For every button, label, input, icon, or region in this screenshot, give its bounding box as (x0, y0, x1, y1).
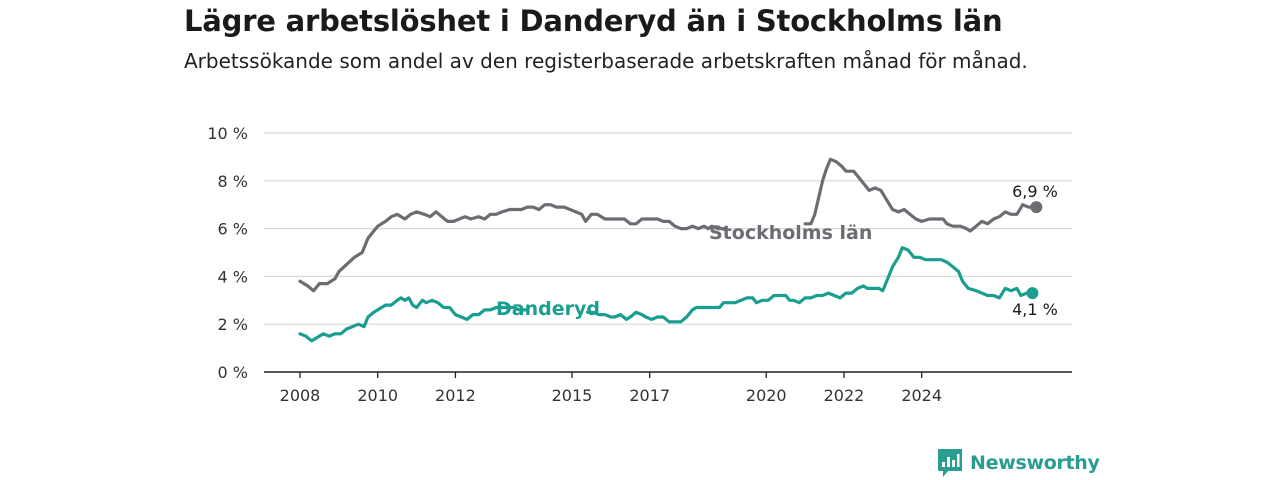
series-line-stockholm (298, 203, 726, 293)
series-line-danderyd (298, 296, 527, 343)
y-tick-label: 10 % (207, 124, 248, 143)
x-tick-label: 2020 (746, 386, 787, 405)
chart-subtitle: Arbetssökande som andel av den registerb… (184, 49, 1028, 73)
x-tick-label: 2015 (552, 386, 593, 405)
x-tick-label: 2017 (629, 386, 670, 405)
chart-title: Lägre arbetslöshet i Danderyd än i Stock… (184, 4, 1003, 38)
y-tick-label: 0 % (218, 363, 248, 382)
x-tick-label: 2022 (824, 386, 865, 405)
x-tick-label: 2024 (901, 386, 942, 405)
end-point-stockholm (1030, 201, 1043, 214)
x-tick-label: 2010 (357, 386, 398, 405)
end-value-label-danderyd: 4,1 % (1012, 300, 1058, 319)
series-line-danderyd (585, 246, 1034, 324)
grid-lines (264, 132, 1072, 325)
y-axis-ticks: 0 % 2 % 4 % 6 % 8 % 10 % (207, 124, 248, 382)
x-tick-label: 2008 (280, 386, 321, 405)
newsworthy-logo[interactable]: Newsworthy (937, 448, 1100, 478)
brand-name: Newsworthy (970, 452, 1100, 474)
y-tick-label: 8 % (218, 172, 248, 191)
y-tick-label: 2 % (218, 315, 248, 334)
y-tick-label: 6 % (218, 220, 248, 239)
newsworthy-chart-bubble-icon (938, 449, 962, 477)
end-point-danderyd (1026, 287, 1039, 300)
x-axis: 2008 2010 2012 2015 2017 2020 2022 2024 (264, 371, 1072, 405)
series-name-danderyd: Danderyd (496, 298, 600, 320)
series-name-stockholm: Stockholms län (709, 222, 872, 244)
series-line-stockholm (803, 157, 1038, 233)
y-tick-label: 4 % (218, 267, 248, 286)
x-tick-label: 2012 (435, 386, 476, 405)
series-lines (298, 157, 1043, 343)
series-labels: 6,9 % 4,1 % Stockholms län Danderyd (496, 182, 1058, 320)
end-value-label-stockholm: 6,9 % (1012, 182, 1058, 201)
